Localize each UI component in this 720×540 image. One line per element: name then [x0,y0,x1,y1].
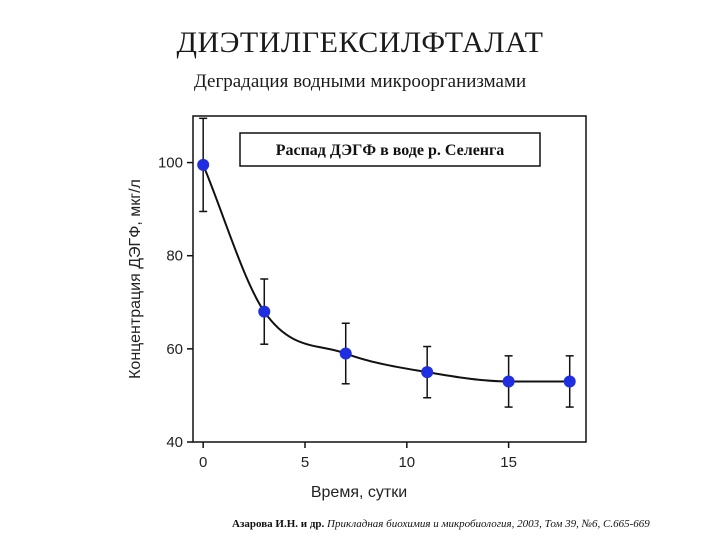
slide-subtitle: Деградация водными микроорганизмами [193,71,527,92]
data-point [421,366,434,379]
y-tick-label: 40 [166,434,183,451]
x-tick-label: 5 [301,454,309,471]
fit-curve [202,164,570,383]
citation-authors: Азарова И.Н. и др. [232,518,325,530]
x-axis: 0 5 10 15 [199,442,517,471]
x-tick-label: 15 [500,454,517,471]
x-axis-label: Время, сутки [311,484,407,501]
x-tick-label: 0 [199,454,207,471]
y-tick-label: 100 [158,155,183,172]
chart-title: Распад ДЭГФ в воде р. Селенга [276,142,505,159]
inset-title-box [239,132,541,167]
data-point [258,305,271,318]
x-tick-label: 10 [398,454,415,471]
y-tick-label: 60 [166,341,183,358]
data-point [502,375,515,388]
y-axis-label: Концентрация ДЭГФ, мкг/л [127,179,144,379]
y-tick-label: 80 [166,248,183,265]
y-axis: 40 60 80 100 [158,155,193,451]
data-points [197,158,576,388]
citation-journal: Прикладная биохимия и микробиология, 200… [327,518,650,530]
data-point [339,347,352,360]
slide-title: ДИЭТИЛГЕКСИЛФТАЛАТ [176,26,544,59]
citation: Азарова И.Н. и др. Прикладная биохимия и… [232,518,717,530]
data-point [563,375,576,388]
data-point [197,158,210,171]
plot-frame [192,115,587,443]
